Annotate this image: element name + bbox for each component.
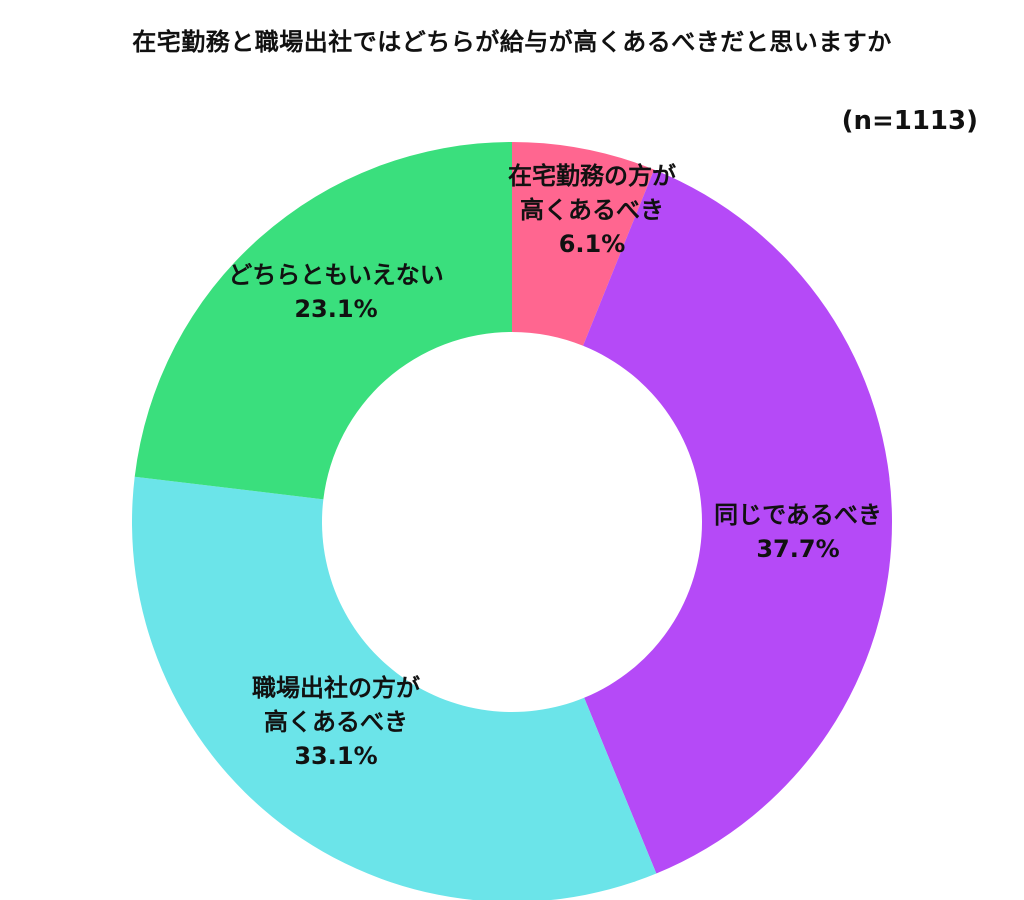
donut-slice-4 — [134, 142, 513, 500]
slice-name-line: 高くあるべき — [520, 196, 664, 224]
slice-value-label: 23.1% — [294, 295, 377, 323]
donut-slice-2 — [583, 169, 893, 874]
slice-label-3: 職場出社の方が高くあるべき 33.1% — [252, 674, 420, 770]
slice-value-label: 6.1% — [559, 230, 626, 258]
donut-slice-3 — [132, 476, 657, 900]
slice-name-line: 在宅勤務の方が — [508, 162, 676, 190]
slice-name-line: 職場出社の方が — [252, 674, 420, 702]
slices-layer — [132, 142, 893, 900]
slice-name-line: 同じであるべき — [714, 501, 882, 529]
labels-layer: 在宅勤務の方が高くあるべき 6.1%同じであるべき 37.7%職場出社の方が高くある… — [228, 162, 882, 770]
slice-value-label: 33.1% — [294, 742, 377, 770]
slice-name-line: どちらともいえない — [228, 261, 444, 289]
chart-title: 在宅勤務と職場出社ではどちらが給与が高くあるべきだと思いますか — [132, 28, 892, 56]
slice-name-line: 高くあるべき — [264, 708, 408, 736]
sample-size-label: (n=1113) — [841, 106, 978, 136]
slice-value-label: 37.7% — [756, 535, 839, 563]
slice-label-1: 在宅勤務の方が高くあるべき 6.1% — [508, 162, 676, 258]
slice-label-4: どちらともいえない 23.1% — [228, 261, 444, 323]
slice-label-2: 同じであるべき 37.7% — [714, 501, 882, 563]
donut-slice-1 — [512, 142, 655, 346]
